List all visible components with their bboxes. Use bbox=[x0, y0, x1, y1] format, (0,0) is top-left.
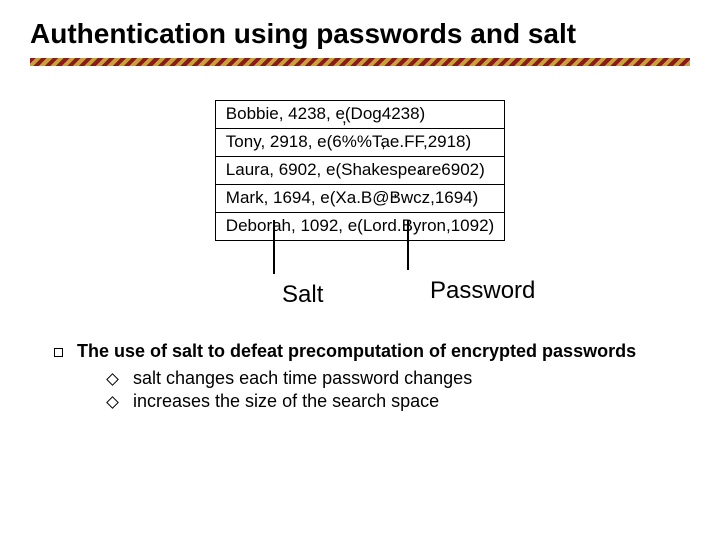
title-underline bbox=[30, 58, 690, 66]
label-password: Password bbox=[430, 277, 535, 305]
table-row: Mark, 1694, e(Xa.B@Bwcz,1694) bbox=[215, 184, 504, 212]
password-table: Bobbie, 4238, e(Dog4238) Tony, 2918, e(6… bbox=[215, 100, 505, 241]
overlay-comma: , bbox=[393, 181, 398, 201]
bullet-sub: salt changes each time password changes bbox=[108, 368, 684, 389]
pointer-line-salt bbox=[273, 220, 275, 274]
pointer-line-password bbox=[407, 220, 409, 270]
pointer-labels: Salt Password bbox=[30, 251, 690, 325]
bullet-lead-text: The use of salt to defeat precomputation… bbox=[77, 341, 636, 362]
overlay-comma: , bbox=[342, 108, 347, 128]
bullet-sub: increases the size of the search space bbox=[108, 391, 684, 412]
overlay-comma: , bbox=[418, 157, 423, 177]
table-row: Deborah, 1092, e(Lord.Byron,1092) bbox=[215, 212, 504, 240]
diamond-bullet-icon bbox=[106, 373, 119, 386]
bullet-lead: The use of salt to defeat precomputation… bbox=[54, 341, 684, 362]
table-row: Bobbie, 4238, e(Dog4238) bbox=[215, 101, 504, 129]
diamond-bullet-icon bbox=[106, 396, 119, 409]
table-row: Tony, 2918, e(6%%Tae.FF,2918) bbox=[215, 128, 504, 156]
overlay-comma: , bbox=[381, 132, 386, 152]
bullet-sub-text: salt changes each time password changes bbox=[133, 368, 472, 389]
slide-title: Authentication using passwords and salt bbox=[30, 18, 690, 50]
password-table-wrap: Bobbie, 4238, e(Dog4238) Tony, 2918, e(6… bbox=[30, 100, 690, 241]
bullet-sub-text: increases the size of the search space bbox=[133, 391, 439, 412]
label-salt: Salt bbox=[282, 281, 323, 309]
table-row: Laura, 6902, e(Shakespeare6902) bbox=[215, 156, 504, 184]
square-bullet-icon bbox=[54, 348, 63, 357]
